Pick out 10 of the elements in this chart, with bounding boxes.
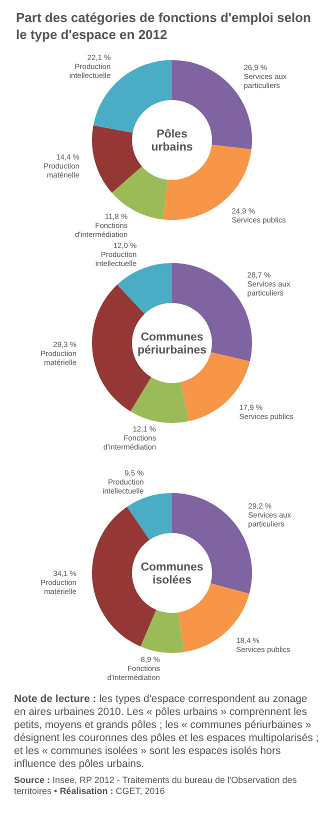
- donut-slice: [92, 125, 142, 193]
- donut-slice: [140, 610, 184, 653]
- text: Communes isolées: [140, 562, 204, 586]
- donut-slice: [130, 377, 189, 423]
- text: Communes périurbaines: [137, 332, 207, 356]
- donut-slice: [127, 493, 172, 540]
- source-note: Source : Insee, RP 2012 - Traitements du bureau de l'Observation des territoires • Réalisation : CGET, 2016: [14, 775, 297, 796]
- text: Note de lecture : les types d'espace correspondent au zonage en aires urbaines 2010. Les « pôles urbains » comprennent les petits, moyens et grands pôles ; les « communes périurbaines » désignent les couronnes des pôles et les espaces multipolarisés ; et les « communes isolées » sont les espaces isolés hors influence des pôles urbains.: [14, 693, 319, 770]
- chart-title: Part des catégories de fonctions d'emploi selon le type d'espace en 2012: [16, 10, 311, 42]
- text: Pôles urbains: [151, 128, 193, 154]
